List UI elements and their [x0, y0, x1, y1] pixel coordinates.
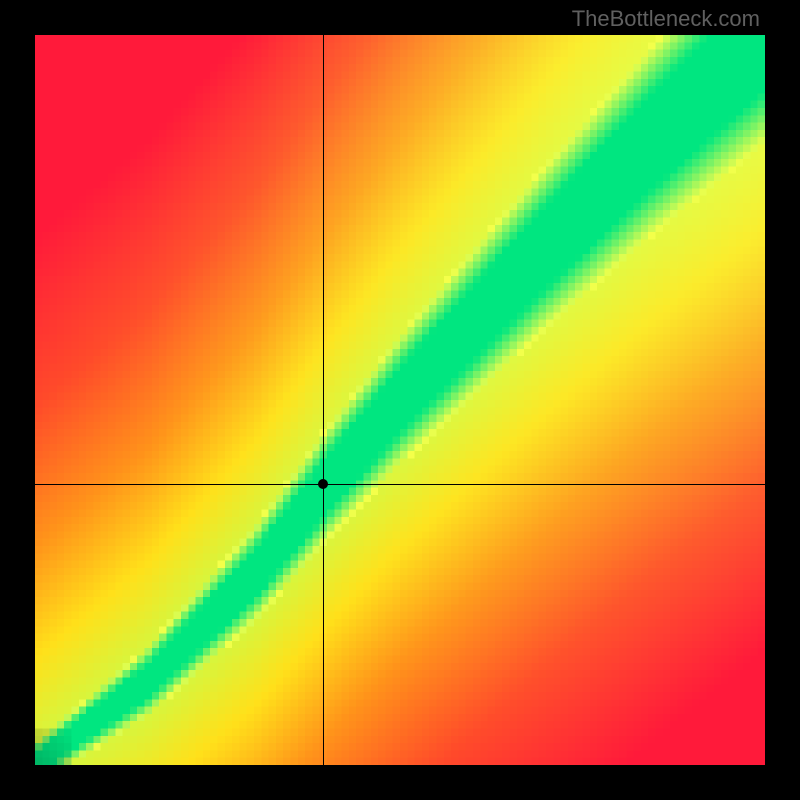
heatmap-chart [35, 35, 765, 765]
crosshair-horizontal [35, 484, 765, 485]
heatmap-canvas [35, 35, 765, 765]
crosshair-dot [318, 479, 328, 489]
viewport: TheBottleneck.com [0, 0, 800, 800]
watermark-text: TheBottleneck.com [572, 6, 760, 32]
crosshair-vertical [323, 35, 324, 765]
